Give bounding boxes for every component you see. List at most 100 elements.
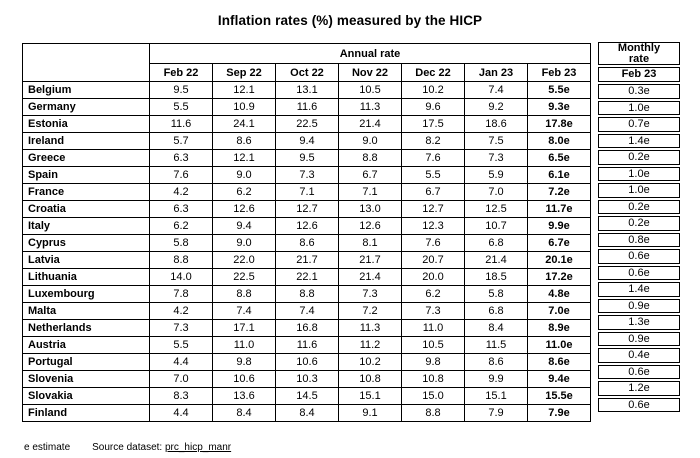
monthly-rate-table: Monthly rate Feb 23 0.3e 1.0e 0.7e 1.4e 0.2e…	[598, 40, 680, 414]
table-row: Greece 6.3 12.1 9.5 8.8 7.6 7.3 6.5e	[22, 149, 591, 167]
annual-rate-table: Annual rate Feb 22 Sep 22 Oct 22 Nov 22 Dec …	[22, 43, 591, 422]
annual-value: 11.5	[464, 336, 528, 354]
monthly-row: 1.4e	[598, 133, 680, 148]
table-row: Austria 5.5 11.0 11.6 11.2 10.5 11.5 11.0e	[22, 336, 591, 354]
table-row: Finland 4.4 8.4 8.4 9.1 8.8 7.9 7.9e	[22, 404, 591, 422]
monthly-row: 0.2e	[598, 216, 680, 231]
annual-value: 7.3	[464, 149, 528, 167]
monthly-row: 0.3e	[598, 84, 680, 99]
annual-value: 7.0	[149, 370, 213, 388]
monthly-row: 0.4e	[598, 348, 680, 363]
annual-value: 7.6	[401, 234, 465, 252]
monthly-row: 0.8e	[598, 232, 680, 247]
monthly-row: 0.7e	[598, 117, 680, 132]
annual-value: 12.1	[212, 149, 276, 167]
table-row: Slovakia 8.3 13.6 14.5 15.1 15.0 15.1 15.5e	[22, 387, 591, 405]
annual-value: 8.8	[149, 251, 213, 269]
annual-value: 11.6	[275, 336, 339, 354]
country-label: Ireland	[22, 132, 150, 150]
monthly-row: 0.6e	[598, 397, 680, 412]
annual-value: 9.1	[338, 404, 402, 422]
annual-value: 7.9e	[527, 404, 591, 422]
annual-value: 6.8	[464, 302, 528, 320]
monthly-row: 0.6e	[598, 265, 680, 280]
annual-value: 7.1	[338, 183, 402, 201]
annual-value: 12.7	[401, 200, 465, 218]
annual-value: 5.8	[149, 234, 213, 252]
monthly-value: 0.6e	[598, 265, 680, 280]
annual-value: 21.4	[464, 251, 528, 269]
monthly-value: 0.6e	[598, 364, 680, 379]
annual-value: 7.4	[464, 81, 528, 99]
table-row: Luxembourg 7.8 8.8 8.8 7.3 6.2 5.8 4.8e	[22, 285, 591, 303]
annual-value: 4.2	[149, 183, 213, 201]
country-label: Spain	[22, 166, 150, 184]
country-label: Luxembourg	[22, 285, 150, 303]
annual-value: 9.9	[464, 370, 528, 388]
annual-value: 7.6	[149, 166, 213, 184]
annual-value: 6.5e	[527, 149, 591, 167]
annual-value: 9.2	[464, 98, 528, 116]
annual-value: 10.6	[212, 370, 276, 388]
annual-value: 10.6	[275, 353, 339, 371]
country-label: Austria	[22, 336, 150, 354]
table-row: Ireland 5.7 8.6 9.4 9.0 8.2 7.5 8.0e	[22, 132, 591, 150]
annual-value: 9.0	[338, 132, 402, 150]
annual-value: 12.7	[275, 200, 339, 218]
annual-value: 17.2e	[527, 268, 591, 286]
annual-value: 6.3	[149, 149, 213, 167]
column-header: Jan 23	[464, 63, 528, 82]
monthly-row: 0.6e	[598, 249, 680, 264]
monthly-row: 0.9e	[598, 331, 680, 346]
country-label: Lithuania	[22, 268, 150, 286]
annual-value: 14.5	[275, 387, 339, 405]
annual-value: 14.0	[149, 268, 213, 286]
annual-value: 10.9	[212, 98, 276, 116]
monthly-row: 1.0e	[598, 166, 680, 181]
annual-value: 22.0	[212, 251, 276, 269]
annual-value: 5.7	[149, 132, 213, 150]
annual-value: 15.1	[338, 387, 402, 405]
annual-value: 16.8	[275, 319, 339, 337]
annual-value: 9.0	[212, 234, 276, 252]
annual-value: 20.1e	[527, 251, 591, 269]
country-label: Latvia	[22, 251, 150, 269]
annual-value: 7.3	[275, 166, 339, 184]
annual-value: 12.1	[212, 81, 276, 99]
country-label: Italy	[22, 217, 150, 235]
annual-value: 9.3e	[527, 98, 591, 116]
annual-value: 7.2e	[527, 183, 591, 201]
monthly-group-header-row: Monthly rate	[598, 42, 680, 65]
annual-value: 11.3	[338, 98, 402, 116]
monthly-value: 0.6e	[598, 249, 680, 264]
annual-value: 8.0e	[527, 132, 591, 150]
annual-value: 9.9e	[527, 217, 591, 235]
table-row: Belgium 9.5 12.1 13.1 10.5 10.2 7.4 5.5e	[22, 81, 591, 99]
annual-value: 21.7	[338, 251, 402, 269]
annual-value: 7.0	[464, 183, 528, 201]
monthly-value: 1.0e	[598, 100, 680, 115]
table-row: Portugal 4.4 9.8 10.6 10.2 9.8 8.6 8.6e	[22, 353, 591, 371]
annual-value: 6.7	[338, 166, 402, 184]
annual-value: 10.3	[275, 370, 339, 388]
estimate-note: e estimate	[24, 442, 71, 453]
annual-value: 8.8	[275, 285, 339, 303]
table-row: France 4.2 6.2 7.1 7.1 6.7 7.0 7.2e	[22, 183, 591, 201]
source-dataset-link[interactable]: prc_hicp_manr	[164, 442, 232, 453]
annual-value: 10.2	[401, 81, 465, 99]
annual-value: 10.5	[338, 81, 402, 99]
annual-value: 11.6	[275, 98, 339, 116]
annual-value: 8.9e	[527, 319, 591, 337]
annual-value: 5.9	[464, 166, 528, 184]
annual-value: 6.7	[401, 183, 465, 201]
table-row: Spain 7.6 9.0 7.3 6.7 5.5 5.9 6.1e	[22, 166, 591, 184]
annual-value: 22.5	[275, 115, 339, 133]
annual-value: 5.5e	[527, 81, 591, 99]
annual-value: 6.2	[401, 285, 465, 303]
annual-value: 7.3	[149, 319, 213, 337]
annual-value: 7.3	[401, 302, 465, 320]
annual-value: 15.1	[464, 387, 528, 405]
table-row: Croatia 6.3 12.6 12.7 13.0 12.7 12.5 11.7e	[22, 200, 591, 218]
table-row: Latvia 8.8 22.0 21.7 21.7 20.7 21.4 20.1e	[22, 251, 591, 269]
